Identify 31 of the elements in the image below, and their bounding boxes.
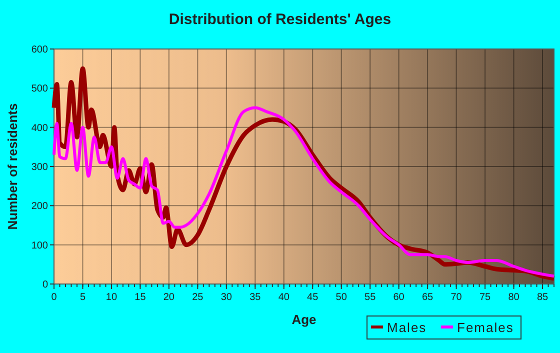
y-tick-label: 600 — [31, 44, 48, 56]
x-tick-label: 80 — [508, 292, 520, 303]
x-tick-label: 70 — [450, 292, 462, 303]
x-tick-label: 50 — [336, 292, 348, 303]
line-series — [52, 106, 556, 278]
x-tick-label: 20 — [163, 292, 175, 303]
y-tick-label: 500 — [31, 84, 48, 95]
x-tick-label: 40 — [278, 292, 290, 303]
y-tick-label: 200 — [31, 201, 48, 212]
x-tick-label: 60 — [393, 292, 405, 303]
x-tick-label: 45 — [307, 292, 319, 303]
x-tick-label: 85 — [536, 292, 549, 303]
y-tick-label: 100 — [31, 240, 48, 252]
legend-label: Females — [457, 320, 514, 335]
x-tick-label: 35 — [250, 292, 262, 303]
x-tick-label: 25 — [192, 292, 204, 303]
x-axis-title: Age — [292, 312, 316, 327]
y-axis-title: Number of residents — [5, 103, 20, 230]
legend-label: Males — [387, 320, 427, 335]
x-tick-label: 75 — [479, 292, 492, 303]
x-tick-label: 65 — [422, 292, 434, 303]
x-tick-label: 30 — [220, 292, 232, 303]
x-tick-label: 0 — [51, 292, 58, 303]
y-tick-label: 0 — [42, 280, 48, 290]
x-tick-label: 55 — [364, 292, 376, 303]
chart-title: Distribution of Residents' Ages — [168, 11, 392, 28]
y-tick-label: 400 — [31, 122, 48, 134]
x-tick-label: 15 — [134, 292, 146, 303]
x-tick-label: 10 — [106, 292, 118, 303]
y-tick-label: 300 — [31, 162, 48, 173]
x-tick-label: 5 — [80, 292, 86, 303]
